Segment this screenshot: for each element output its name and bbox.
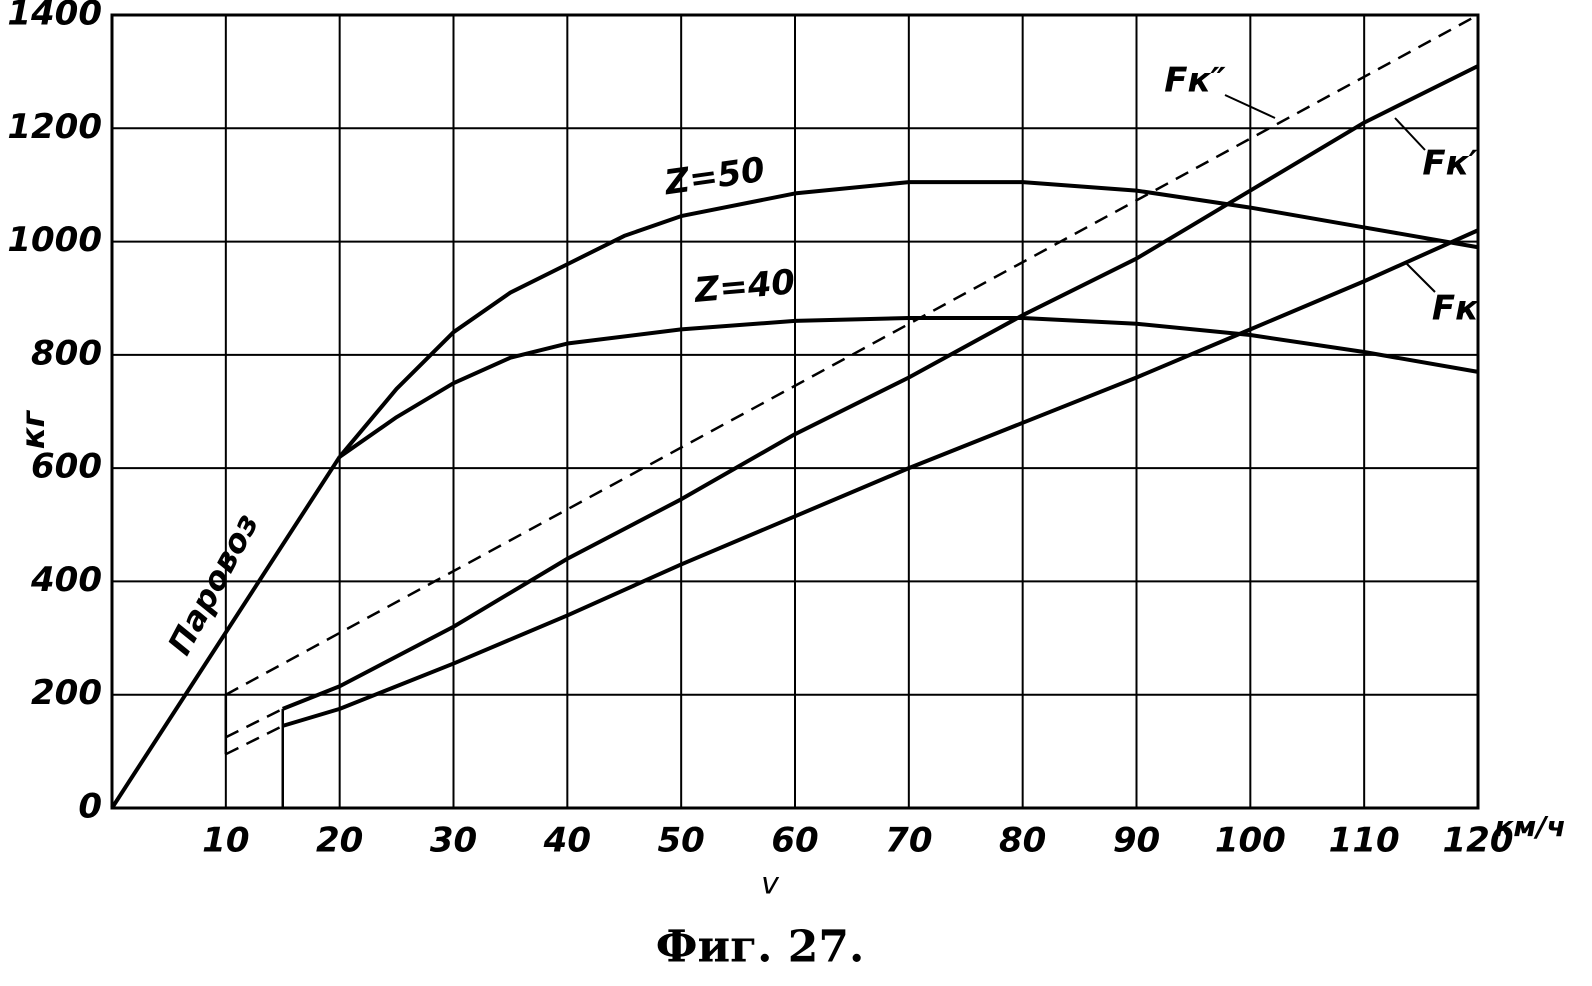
series-label: Fк′ xyxy=(1422,144,1477,184)
x-tick-label: 50 xyxy=(658,821,705,861)
x-tick-label: 20 xyxy=(316,821,363,861)
caption: Фиг. 27. xyxy=(656,922,865,973)
x-tick-label: 100 xyxy=(1215,821,1286,861)
x-tick-label: 70 xyxy=(885,821,932,861)
y-tick-label: 600 xyxy=(31,447,102,487)
series-label: Z=40 xyxy=(692,262,797,311)
series-label: Fк xyxy=(1432,289,1479,329)
x-tick-label: 90 xyxy=(1113,821,1160,861)
x-tick-label: 10 xyxy=(202,821,249,861)
y-tick-label: 1400 xyxy=(7,0,102,34)
series-line xyxy=(338,316,1479,459)
x-tick-label: 110 xyxy=(1329,821,1400,861)
x-tick-label: 40 xyxy=(543,821,591,861)
leader-line xyxy=(1394,117,1426,151)
series-line xyxy=(338,180,1479,459)
x-tick-label: 30 xyxy=(430,821,477,861)
y-tick-label: 0 xyxy=(78,787,102,827)
series-line xyxy=(225,13,1479,696)
y-tick-label: 1200 xyxy=(7,107,102,147)
series-label: Паровоз xyxy=(160,507,266,661)
series-label: Z=50 xyxy=(661,150,767,204)
series-label: Fк″ xyxy=(1164,61,1226,101)
series-line xyxy=(225,724,284,756)
x-tick-label: 60 xyxy=(771,821,818,861)
x-axis-label: v xyxy=(761,867,780,902)
x-unit: км/ч xyxy=(1494,810,1565,843)
y-tick-label: 1000 xyxy=(7,220,102,260)
series-line xyxy=(282,228,1479,728)
y-tick-label: 800 xyxy=(31,333,102,373)
y-axis-label: кг xyxy=(14,410,52,450)
x-tick-label: 80 xyxy=(999,821,1046,861)
x-tick-label: 120 xyxy=(1443,821,1514,861)
y-tick-label: 200 xyxy=(31,673,102,713)
leader-line xyxy=(1224,94,1276,119)
series-line xyxy=(110,455,342,810)
series-line xyxy=(225,707,284,739)
leader-line xyxy=(1404,261,1436,293)
y-tick-label: 400 xyxy=(30,560,102,600)
series-line xyxy=(282,64,1479,711)
